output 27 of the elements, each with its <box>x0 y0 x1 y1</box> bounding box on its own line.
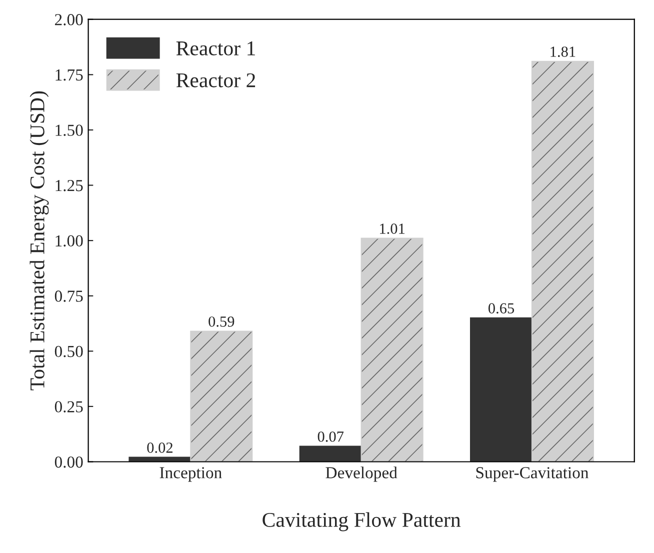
legend-label: Reactor 2 <box>176 73 256 88</box>
x-tick-label: Super-Cavitation <box>476 467 588 482</box>
bar <box>531 60 594 462</box>
y-tick-label: 0.50 <box>54 346 83 358</box>
data-label: 0.65 <box>488 303 514 314</box>
y-axis-title: Total Estimated Energy Cost (USD) <box>30 91 49 390</box>
data-label: 1.01 <box>380 224 405 234</box>
data-label: 0.59 <box>208 316 234 327</box>
y-tick-label: 1.00 <box>56 235 83 247</box>
x-tick-label: Inception <box>160 467 222 482</box>
x-tick-label: Developed <box>326 466 398 482</box>
legend-label: Reactor 1 <box>176 41 255 56</box>
data-label: 1.81 <box>550 46 576 57</box>
bar <box>190 330 253 462</box>
data-label: 0.02 <box>147 442 172 453</box>
y-tick-label: 0.00 <box>54 456 83 468</box>
y-tick-label: 1.25 <box>56 180 83 192</box>
bar <box>360 238 424 462</box>
y-tick-label: 0.25 <box>54 401 83 412</box>
data-label: 0.07 <box>318 431 344 442</box>
x-axis-title: Cavitating Flow Pattern <box>262 512 461 532</box>
y-tick-label: 1.50 <box>56 124 83 136</box>
bar <box>470 317 533 462</box>
bar <box>299 446 362 462</box>
y-tick-label: 2.00 <box>54 14 83 26</box>
y-tick-label: 0.75 <box>54 290 83 302</box>
y-tick-label: 1.75 <box>56 69 83 81</box>
